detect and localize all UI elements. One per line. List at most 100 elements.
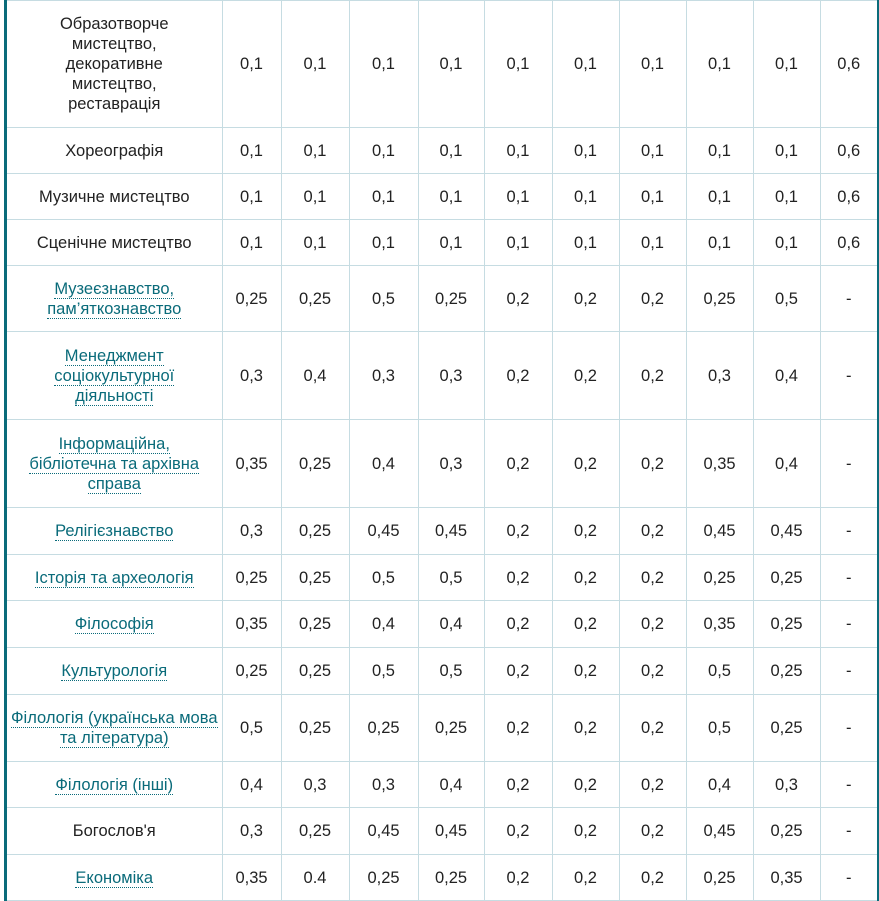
specialty-link[interactable]: Філологія (інші) [55,775,174,795]
coefficient-cell: 0,2 [618,419,687,508]
table-row: Богослов'я 0,3 0,25 0,45 0,45 0,2 0,2 0,2 0,45 0,… [7,807,877,855]
coefficients-table: Образотворче мистецтво, декоративне мист… [7,0,877,901]
table-row: Менеджмент соціокультурної діяльності 0,3… [7,331,877,420]
coefficient-cell: 0,1 [280,127,350,174]
coefficient-cell: 0,25 [417,694,485,762]
coefficient-cell: 0.4 [280,854,350,901]
coefficient-cell: 0,4 [752,419,821,508]
coefficient-cell: 0,1 [551,127,620,174]
coefficient-cell: 0,4 [417,600,485,648]
table-row: Релігієзнавство 0,3 0,25 0,45 0,45 0,2 0,2 0,2 0… [7,507,877,555]
table-row: Історія та археологія 0,25 0,25 0,5 0,5 0,2 0,… [7,554,877,601]
coefficients-table-container: Образотворче мистецтво, декоративне мист… [4,0,879,901]
coefficient-cell: - [819,807,877,855]
table-row: Культурологія 0,25 0,25 0,5 0,5 0,2 0,2 0,2 0,5 0… [7,647,877,695]
table-row: Філософія 0,35 0,25 0,4 0,4 0,2 0,2 0,2 0,35 0,25… [7,600,877,648]
coefficient-cell: 0,25 [280,265,350,332]
coefficient-cell: 0,35 [221,854,282,901]
table-row: Інформаційна, бібліотечна та архівна спр… [7,419,877,508]
table-row: Філологія (інші) 0,4 0,3 0,3 0,4 0,2 0,2 0,2 0,4… [7,761,877,808]
coefficient-cell: 0,5 [685,694,754,762]
specialty-cell: Історія та археологія [7,554,223,601]
coefficient-cell: 0,25 [685,854,754,901]
table-row: Музичне мистецтво 0,1 0,1 0,1 0,1 0,1 0,1 0,1 0,… [7,173,877,220]
coefficient-cell: 0,2 [618,554,687,601]
specialty-name: Музичне мистецтво [38,187,190,206]
coefficient-cell: 0,2 [483,507,553,555]
coefficient-cell: 0,45 [752,507,821,555]
coefficient-cell: 0,25 [348,854,419,901]
coefficient-cell: 0,2 [551,554,620,601]
table-row: Музеєзнавство, пам’яткознавство 0,25 0,25 0… [7,265,877,332]
specialty-cell: Музеєзнавство, пам’яткознавство [7,265,223,332]
coefficient-cell: 0,1 [221,0,282,128]
coefficient-cell: 0,25 [280,647,350,695]
coefficient-cell: 0,45 [685,507,754,555]
specialty-name: Сценічне мистецтво [36,233,192,252]
specialty-link[interactable]: Історія та археологія [34,568,194,588]
coefficient-cell: 0,1 [483,127,553,174]
coefficient-cell: 0,2 [618,647,687,695]
coefficient-cell: 0,2 [483,807,553,855]
coefficient-cell: 0,1 [752,0,821,128]
specialty-name: Образотворче мистецтво, декоративне мист… [59,15,169,113]
coefficient-cell: 0,25 [685,554,754,601]
coefficient-cell: 0,1 [618,127,687,174]
coefficient-cell: 0,3 [348,331,419,420]
coefficient-cell: 0,5 [348,554,419,601]
coefficient-cell: 0,2 [483,854,553,901]
coefficient-cell: 0,1 [280,0,350,128]
coefficient-cell: 0,45 [348,507,419,555]
coefficient-cell: 0,1 [618,173,687,220]
coefficient-cell: 0,2 [618,807,687,855]
coefficient-cell: 0,1 [348,127,419,174]
coefficient-cell: - [819,554,877,601]
coefficient-cell: 0,2 [551,331,620,420]
coefficient-cell: 0,45 [417,807,485,855]
specialty-cell: Хореографія [7,127,223,174]
coefficient-cell: 0,1 [551,173,620,220]
coefficient-cell: 0,1 [417,127,485,174]
coefficient-cell: 0,35 [221,600,282,648]
coefficient-cell: 0,3 [280,761,350,808]
table-row: Сценічне мистецтво 0,1 0,1 0,1 0,1 0,1 0,1 0,1 0… [7,219,877,266]
coefficient-cell: 0,2 [551,647,620,695]
coefficient-cell: 0,1 [752,173,821,220]
specialty-cell: Філологія (українська мова та література… [7,694,223,762]
coefficient-cell: 0,5 [417,554,485,601]
coefficient-cell: 0,2 [551,761,620,808]
coefficient-cell: 0,1 [221,173,282,220]
coefficient-cell: 0,5 [348,265,419,332]
specialty-link[interactable]: Філософія [74,615,154,634]
coefficient-cell: 0,45 [348,807,419,855]
specialty-name: Хореографія [65,141,164,160]
coefficient-cell: 0,1 [417,219,485,266]
coefficient-cell: 0,4 [280,331,350,420]
coefficient-cell: 0,2 [618,761,687,808]
coefficient-cell: 0,2 [618,331,687,420]
coefficient-cell: - [819,419,877,508]
specialty-link[interactable]: Філологія (українська мова та література… [10,709,218,748]
specialty-link[interactable]: Інформаційна, бібліотечна та архівна спр… [29,434,200,494]
coefficient-cell: 0,45 [685,807,754,855]
specialty-link[interactable]: Релігієзнавство [55,522,174,541]
coefficient-cell: 0,25 [685,265,754,332]
coefficient-cell: 0,2 [551,854,620,901]
coefficient-cell: 0,2 [618,507,687,555]
specialty-link[interactable]: Менеджмент соціокультурної діяльності [54,346,175,406]
coefficient-cell: 0,45 [417,507,485,555]
coefficient-cell: - [819,507,877,555]
coefficient-cell: 0,3 [685,331,754,420]
coefficient-cell: 0,1 [280,219,350,266]
coefficient-cell: 0,2 [618,694,687,762]
coefficient-cell: 0,6 [819,219,877,266]
specialty-cell: Сценічне мистецтво [7,219,223,266]
specialty-link[interactable]: Економіка [75,868,154,888]
specialty-link[interactable]: Музеєзнавство, пам’яткознавство [47,279,182,319]
specialty-cell: Образотворче мистецтво, декоративне мист… [7,0,223,128]
coefficient-cell: 0,25 [417,265,485,332]
specialty-cell: Богослов'я [7,807,223,855]
coefficient-cell: 0,1 [685,173,754,220]
coefficient-cell: 0,5 [348,647,419,695]
specialty-link[interactable]: Культурологія [61,662,168,681]
